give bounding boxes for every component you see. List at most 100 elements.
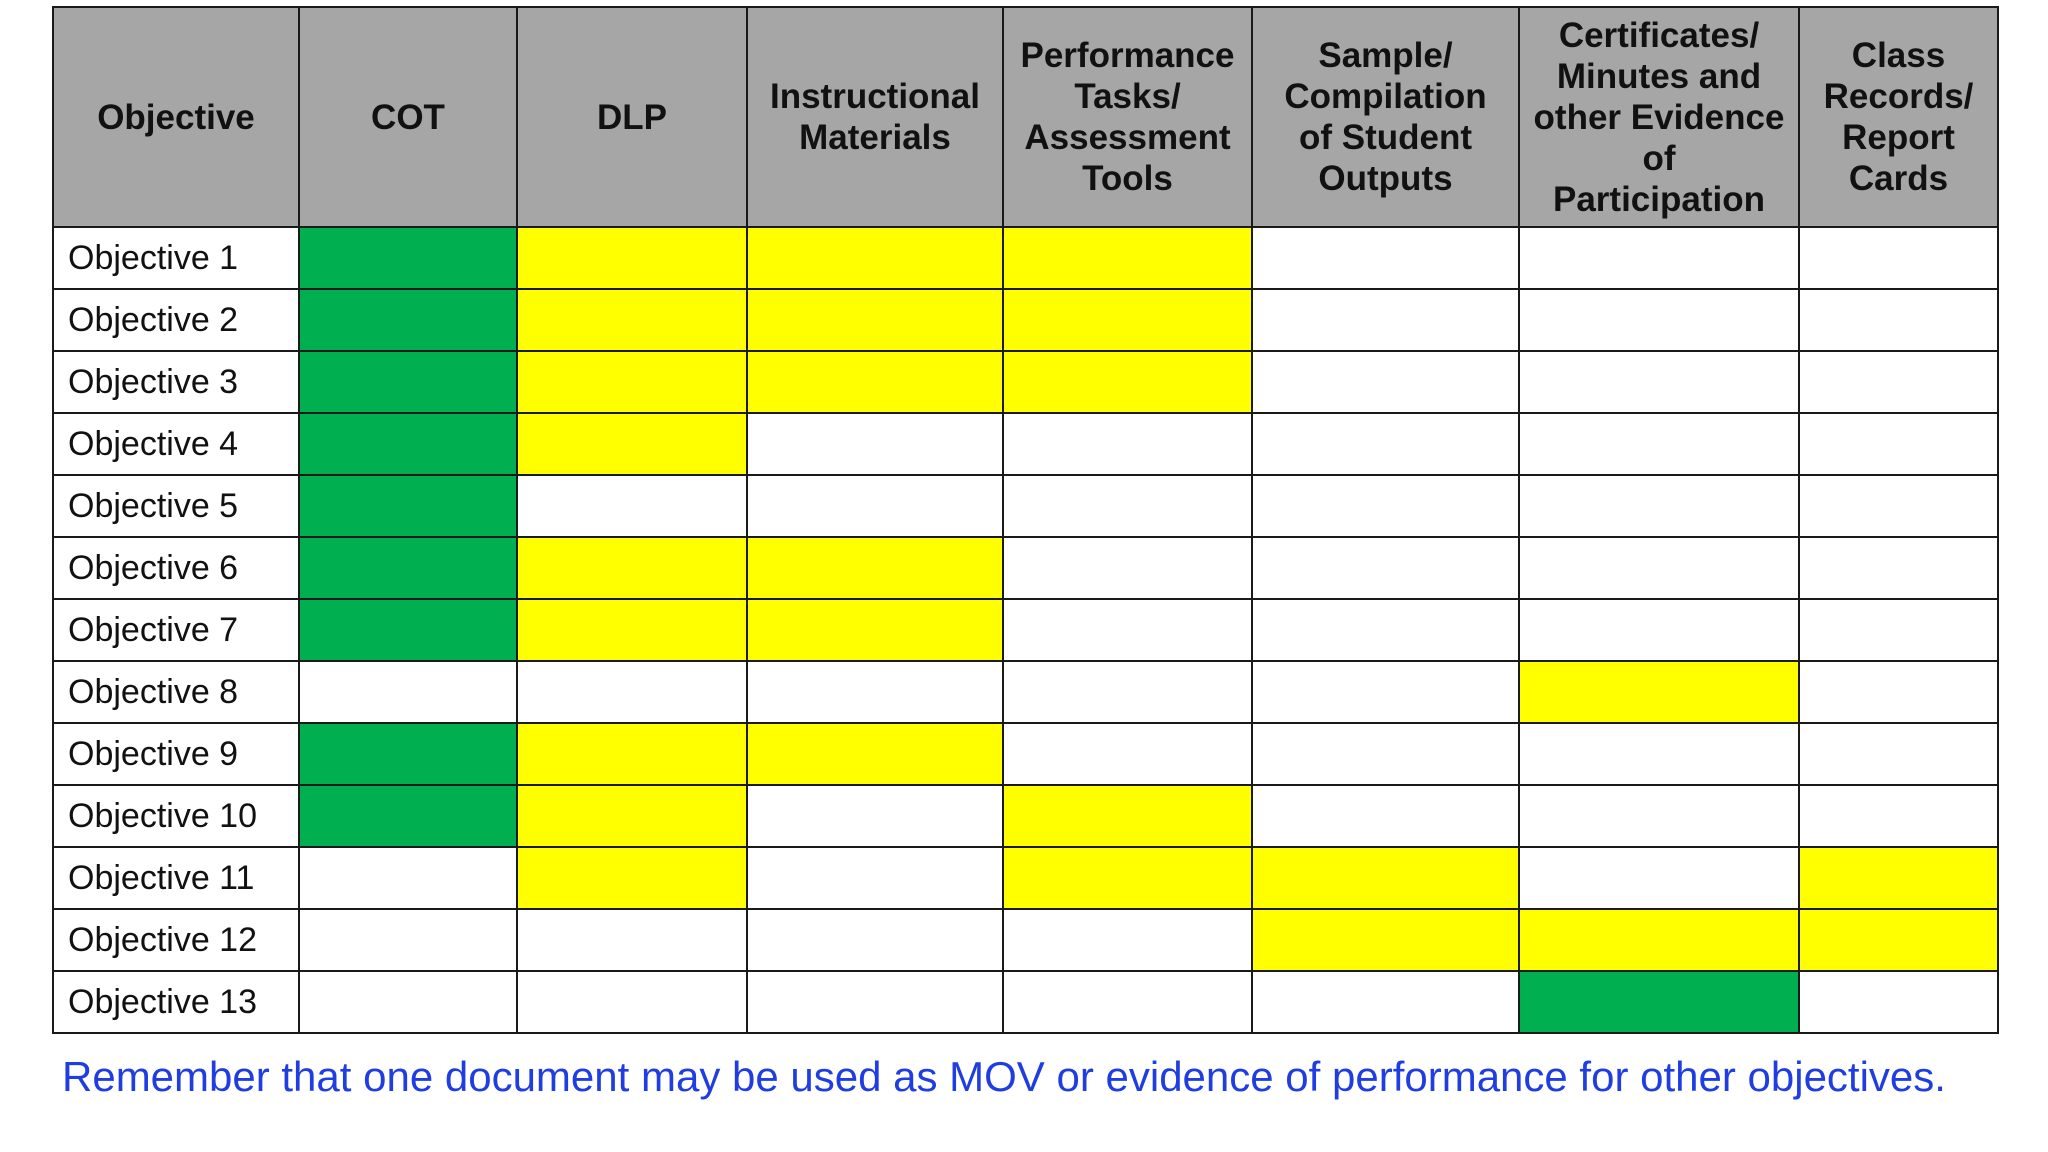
row-label: Objective 10 [52,784,300,848]
mark-cell-white [1251,226,1520,290]
header-objective: Objective [52,6,300,228]
mark-cell-white [1002,412,1253,476]
header-class-records-label: Class Records/ Report Cards [1823,36,1974,198]
mark-cell-white [1518,350,1800,414]
mark-cell-white [1002,908,1253,972]
mark-cell-white [1002,536,1253,600]
mark-cell-yellow [1002,846,1253,910]
mark-cell-yellow [1518,908,1800,972]
mark-cell-yellow [1518,660,1800,724]
mark-cell-white [1798,598,1999,662]
mark-cell-green [298,288,518,352]
mark-cell-white [298,908,518,972]
row-label: Objective 2 [52,288,300,352]
mark-cell-green [298,536,518,600]
mark-cell-yellow [516,226,748,290]
mark-cell-yellow [746,536,1004,600]
mark-cell-white [1798,412,1999,476]
mark-cell-yellow [516,598,748,662]
mark-cell-white [1518,598,1800,662]
table-row: Objective 12 [52,908,1999,972]
mark-cell-yellow [516,846,748,910]
header-dlp-label: DLP [597,97,667,137]
table-row: Objective 7 [52,598,1999,662]
table-row: Objective 11 [52,846,1999,910]
mark-cell-white [1002,722,1253,786]
row-label: Objective 6 [52,536,300,600]
table-row: Objective 13 [52,970,1999,1034]
mark-cell-white [746,846,1004,910]
mark-cell-white [516,660,748,724]
mark-cell-white [1798,474,1999,538]
mark-cell-green [298,722,518,786]
mark-cell-white [1251,474,1520,538]
row-label: Objective 5 [52,474,300,538]
mark-cell-white [1518,412,1800,476]
row-label: Objective 8 [52,660,300,724]
mark-cell-white [1251,970,1520,1034]
mark-cell-yellow [1002,226,1253,290]
mark-cell-green [298,598,518,662]
mark-cell-green [298,474,518,538]
mark-cell-white [746,474,1004,538]
mark-cell-white [746,660,1004,724]
mark-cell-green [1518,970,1800,1034]
table-row: Objective 6 [52,536,1999,600]
mark-cell-yellow [516,536,748,600]
mark-cell-white [1251,288,1520,352]
table-row: Objective 2 [52,288,1999,352]
mark-cell-white [1518,288,1800,352]
header-performance-tasks-label: Performance Tasks/ Assessment Tools [1020,36,1235,198]
header-row: Objective COT DLP Instructional Material… [52,6,1999,228]
mark-cell-white [1251,784,1520,848]
table-row: Objective 3 [52,350,1999,414]
row-label: Objective 7 [52,598,300,662]
mark-cell-white [516,474,748,538]
mark-cell-white [1518,226,1800,290]
mark-cell-white [1002,598,1253,662]
mark-cell-yellow [516,784,748,848]
mark-cell-white [746,970,1004,1034]
mark-cell-white [1251,350,1520,414]
header-instructional-materials-label: Instructional Materials [769,77,981,157]
row-label: Objective 1 [52,226,300,290]
footer-note: Remember that one document may be used a… [62,1053,1946,1100]
mark-cell-yellow [746,722,1004,786]
mark-cell-white [1251,722,1520,786]
table-row: Objective 1 [52,226,1999,290]
header-dlp: DLP [516,6,748,228]
mark-cell-yellow [1798,908,1999,972]
mark-cell-white [1251,660,1520,724]
mark-cell-white [1798,722,1999,786]
mark-cell-yellow [1251,908,1520,972]
mov-objectives-table: Objective COT DLP Instructional Material… [52,6,1999,1034]
mark-cell-white [298,970,518,1034]
mark-cell-white [1798,970,1999,1034]
mark-cell-green [298,226,518,290]
header-student-outputs: Sample/ Compilation of Student Outputs [1251,6,1520,228]
mark-cell-white [516,908,748,972]
row-label: Objective 13 [52,970,300,1034]
header-instructional-materials: Instructional Materials [746,6,1004,228]
mark-cell-yellow [746,598,1004,662]
mark-cell-yellow [1002,288,1253,352]
mark-cell-white [516,970,748,1034]
table-row: Objective 9 [52,722,1999,786]
mark-cell-yellow [516,288,748,352]
mark-cell-white [1798,226,1999,290]
mark-cell-yellow [746,226,1004,290]
mark-cell-white [1251,536,1520,600]
mark-cell-white [1798,288,1999,352]
mark-cell-white [1798,536,1999,600]
table-body: Objective 1 Objective 2 Objective 3 Objecti… [52,226,1999,1034]
header-certificates: Certificates/ Minutes and other Evidence… [1518,6,1800,228]
mark-cell-white [1518,784,1800,848]
mark-cell-yellow [1002,784,1253,848]
mark-cell-yellow [1002,350,1253,414]
mark-cell-yellow [516,412,748,476]
row-label: Objective 9 [52,722,300,786]
header-objective-label: Objective [97,97,255,137]
mark-cell-yellow [516,722,748,786]
mark-cell-yellow [1798,846,1999,910]
mark-cell-white [746,908,1004,972]
